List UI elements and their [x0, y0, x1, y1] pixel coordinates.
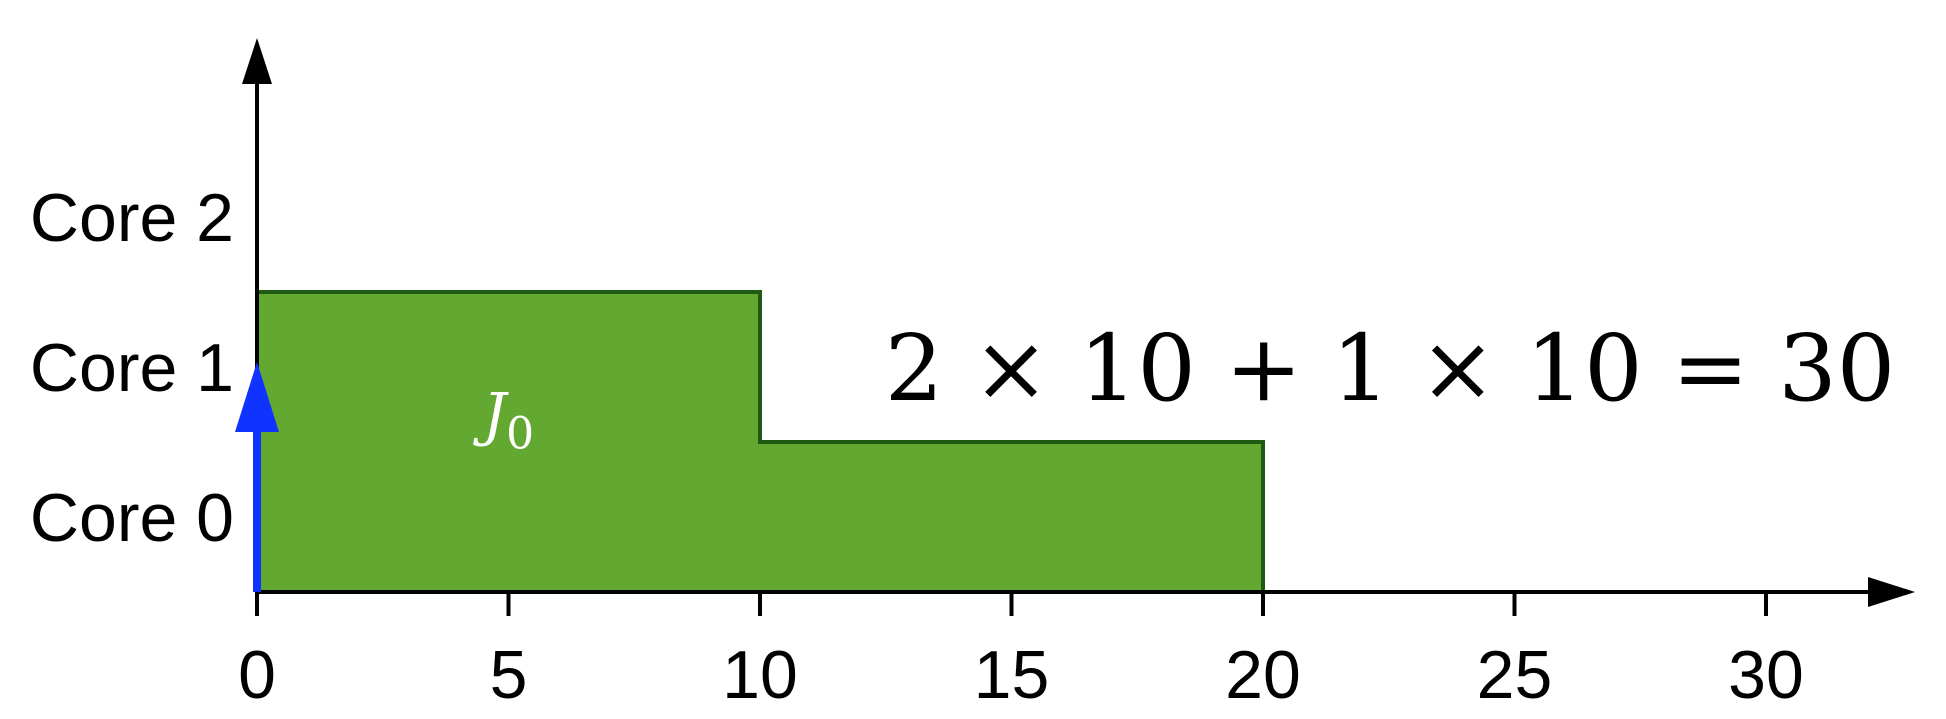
x-tick-label: 10 [722, 637, 798, 713]
core-label: Core 0 [30, 480, 234, 556]
work-equation: 2 × 10 + 1 × 10 = 30 [885, 315, 1896, 422]
job-subscript: 0 [506, 409, 534, 460]
core-label: Core 1 [30, 330, 234, 406]
core-label: Core 2 [30, 180, 234, 256]
y-axis-arrowhead [242, 38, 272, 84]
x-tick-label: 15 [974, 637, 1050, 713]
x-axis-ticks: 0 5 10 15 20 25 30 [238, 592, 1804, 713]
x-tick-label: 30 [1728, 637, 1804, 713]
x-tick-label: 25 [1477, 637, 1553, 713]
x-axis-arrowhead [1868, 577, 1915, 607]
y-axis-core-labels: Core 0 Core 1 Core 2 [30, 180, 234, 556]
x-tick-label: 5 [490, 637, 528, 713]
arrival-arrowhead [235, 362, 279, 432]
x-tick-label: 20 [1225, 637, 1301, 713]
x-tick-label: 0 [238, 637, 276, 713]
